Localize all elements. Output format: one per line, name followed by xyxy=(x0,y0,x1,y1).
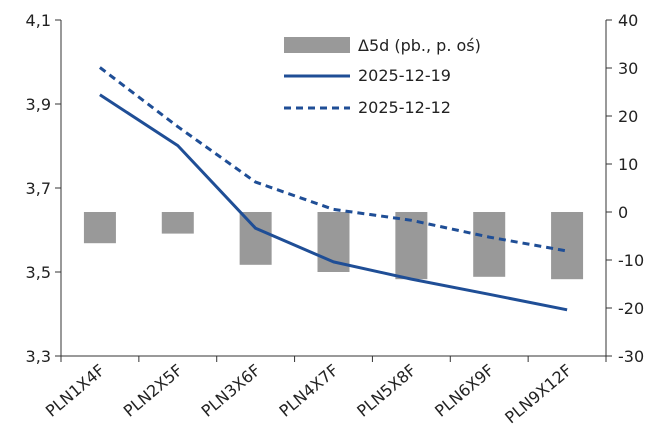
legend: Δ5d (pb., p. oś) 2025-12-19 2025-12-12 xyxy=(284,36,481,117)
left-tick-label: 3,7 xyxy=(26,179,51,198)
lines-group xyxy=(98,66,568,312)
legend-line-dashed-label: 2025-12-12 xyxy=(358,98,451,117)
left-tick-label: 3,3 xyxy=(26,347,51,366)
legend-bar-swatch xyxy=(284,37,350,53)
x-tick-label-pln2x5f: PLN2X5F xyxy=(120,361,187,421)
axes-group xyxy=(60,20,607,357)
left-tick-label: 3,9 xyxy=(26,95,51,114)
x-tick-label-pln6x9f: PLN6X9F xyxy=(431,361,498,421)
series-line-dashed xyxy=(98,66,568,253)
right-tick-label: -20 xyxy=(618,299,644,318)
x-tick-label-pln3x6f: PLN3X6F xyxy=(198,361,265,421)
left-tick-label: 4,1 xyxy=(26,11,51,30)
bars-group xyxy=(83,212,584,280)
legend-bar-label: Δ5d (pb., p. oś) xyxy=(358,36,481,55)
x-tick-label-pln9x12f: PLN9X12F xyxy=(501,361,575,428)
right-tick-label: -10 xyxy=(618,251,644,270)
right-tick-label: -30 xyxy=(618,347,644,366)
right-tick-label: 10 xyxy=(618,155,638,174)
bar-pln6x9f xyxy=(473,212,506,277)
x-tick-label-pln1x4f: PLN1X4F xyxy=(42,361,109,421)
bar-pln1x4f xyxy=(83,212,116,244)
legend-line-solid-label: 2025-12-19 xyxy=(358,66,451,85)
left-tick-label: 3,5 xyxy=(26,263,51,282)
right-tick-label: 0 xyxy=(618,203,628,222)
right-tick-label: 40 xyxy=(618,11,638,30)
x-tick-label-pln4x7f: PLN4X7F xyxy=(275,361,342,421)
bar-pln9x12f xyxy=(551,212,584,280)
series-line-solid xyxy=(99,93,568,312)
bar-pln2x5f xyxy=(161,212,194,234)
right-tick-label: 30 xyxy=(618,59,638,78)
x-tick-label-pln5x8f: PLN5X8F xyxy=(353,361,420,421)
bar-pln3x6f xyxy=(239,212,272,265)
right-tick-label: 20 xyxy=(618,107,638,126)
